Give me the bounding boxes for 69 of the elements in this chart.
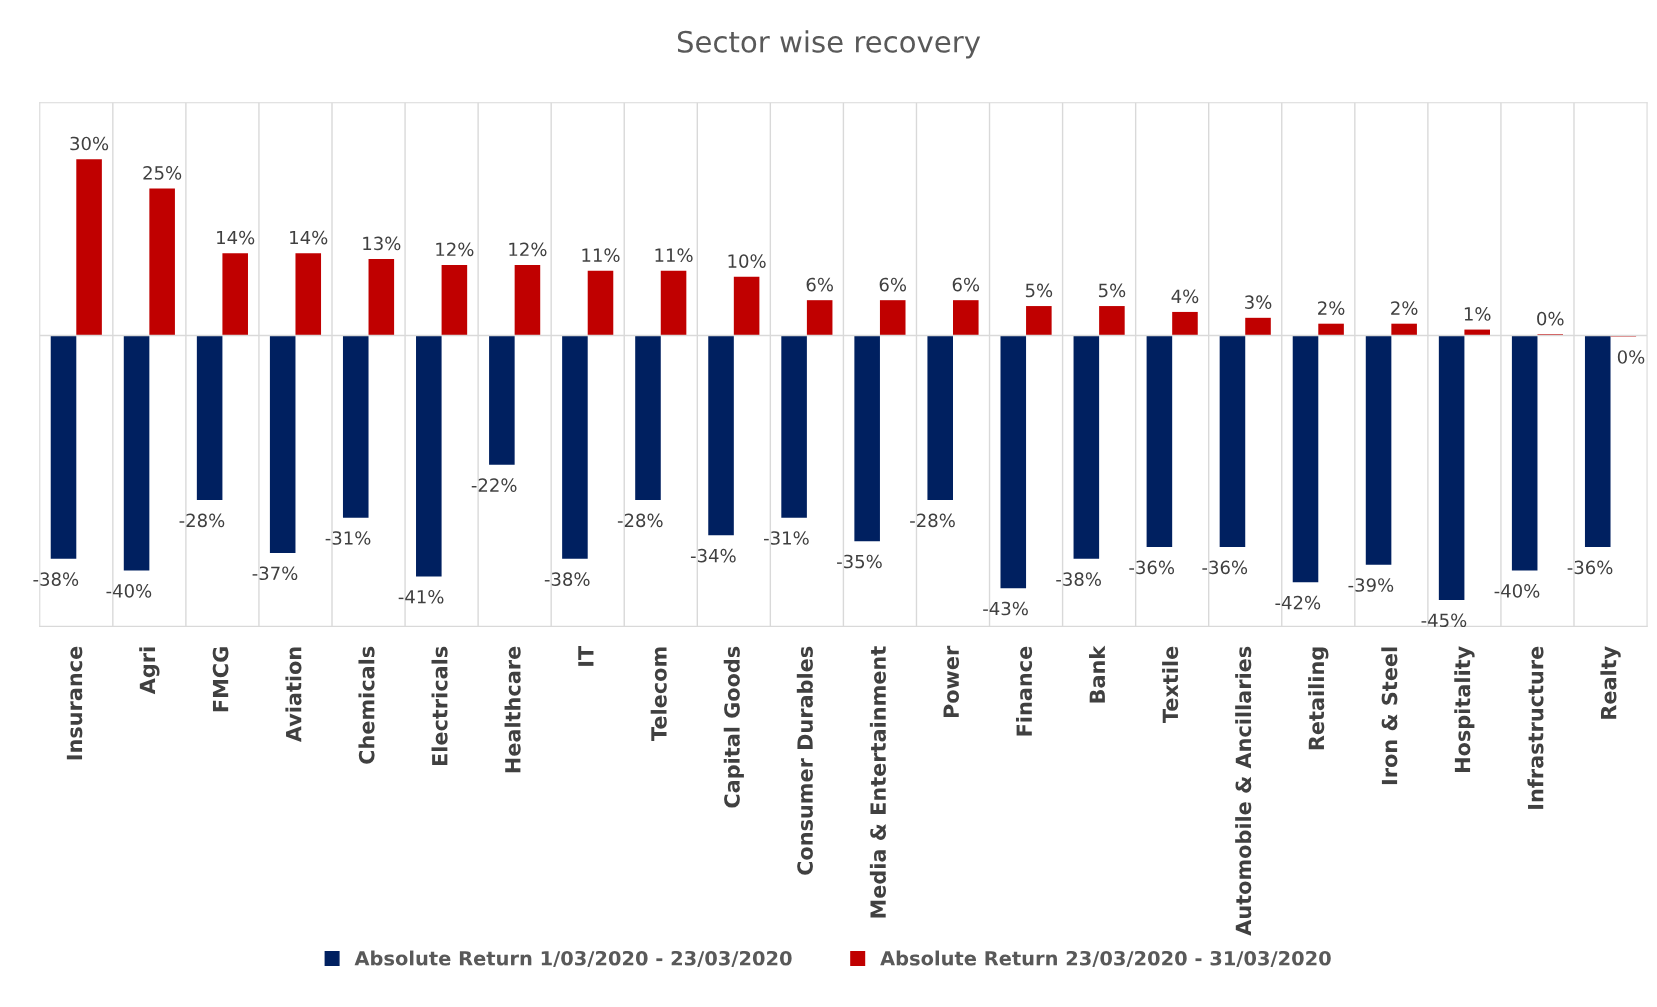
x-tick-label: Finance bbox=[1015, 646, 1033, 736]
x-tick-label: Healthcare bbox=[504, 646, 521, 773]
x-tick-label: Agri bbox=[139, 647, 160, 695]
chart-title: Sector wise recovery bbox=[677, 30, 981, 59]
data-label: -38% bbox=[544, 572, 590, 586]
x-tick-label: Retailing bbox=[1308, 647, 1329, 750]
data-label: 1% bbox=[1464, 307, 1491, 321]
data-label: 11% bbox=[582, 248, 620, 263]
x-tick-label: Chemicals bbox=[358, 646, 375, 764]
data-label: -38% bbox=[33, 572, 79, 586]
data-label: 10% bbox=[728, 254, 766, 268]
data-label: -36% bbox=[1567, 560, 1613, 575]
data-label: 2% bbox=[1318, 301, 1345, 315]
data-label: 2% bbox=[1391, 301, 1418, 315]
data-label: -42% bbox=[1275, 595, 1321, 610]
data-label: -40% bbox=[1494, 584, 1540, 598]
data-label: -22% bbox=[471, 478, 517, 492]
x-tick-label: Power bbox=[943, 645, 960, 718]
data-label: 14% bbox=[290, 230, 328, 245]
data-label: -38% bbox=[1056, 572, 1101, 586]
data-label: -28% bbox=[179, 513, 225, 528]
x-tick-label: Bank bbox=[1089, 645, 1106, 703]
x-tick-label: Hospitality bbox=[1454, 646, 1475, 772]
data-label: -34% bbox=[690, 548, 736, 563]
data-label: 12% bbox=[436, 242, 474, 257]
x-tick-label: Realty bbox=[1600, 646, 1621, 719]
data-label: -31% bbox=[763, 531, 809, 545]
x-tick-label: Electricals bbox=[431, 646, 448, 766]
x-tick-label: Iron & Steel bbox=[1381, 647, 1398, 785]
x-tick-label: Capital Goods bbox=[723, 646, 744, 808]
data-label: 0% bbox=[1537, 311, 1564, 326]
data-label: 13% bbox=[363, 236, 401, 251]
data-label: 12% bbox=[509, 242, 547, 257]
data-label: 0% bbox=[1617, 350, 1645, 364]
data-label: -36% bbox=[1129, 560, 1175, 575]
data-label: 4% bbox=[1171, 289, 1199, 304]
data-label: 5% bbox=[1025, 283, 1053, 298]
x-tick-label: Aviation bbox=[285, 647, 302, 743]
data-label: 6% bbox=[879, 277, 907, 292]
data-label: -41% bbox=[398, 589, 444, 604]
x-tick-label: Textile bbox=[1162, 646, 1179, 724]
data-label: -39% bbox=[1348, 578, 1394, 592]
data-label: -37% bbox=[252, 566, 298, 581]
x-tick-label: FMCG bbox=[212, 647, 229, 712]
data-label: 3% bbox=[1245, 295, 1272, 310]
data-label: 6% bbox=[806, 277, 833, 292]
data-label: -36% bbox=[1202, 560, 1248, 575]
data-label: 6% bbox=[952, 277, 980, 292]
data-label: -40% bbox=[106, 584, 152, 598]
legend-label: Absolute Return 23/03/2020 - 31/03/2020 bbox=[880, 950, 1331, 968]
data-label: -45% bbox=[1421, 613, 1467, 628]
data-label: -31% bbox=[325, 531, 371, 545]
data-label: 25% bbox=[143, 166, 182, 180]
data-label: 14% bbox=[217, 230, 255, 245]
data-label: 30% bbox=[70, 136, 109, 151]
x-tick-label: Automobile & Ancillaries bbox=[1235, 646, 1252, 936]
data-label: 11% bbox=[655, 248, 693, 263]
data-label: -43% bbox=[983, 601, 1028, 616]
x-tick-label: IT bbox=[578, 645, 594, 666]
x-tick-label: Telecom bbox=[650, 647, 667, 741]
x-tick-label: Infrastructure bbox=[1527, 646, 1544, 809]
x-tick-label: Media & Entertainment bbox=[869, 646, 886, 918]
x-tick-label: Consumer Durables bbox=[796, 646, 813, 875]
data-label: -28% bbox=[910, 513, 955, 528]
data-label: -28% bbox=[617, 513, 663, 528]
legend-label: Absolute Return 1/03/2020 - 23/03/2020 bbox=[354, 950, 792, 968]
data-label: 5% bbox=[1098, 283, 1126, 298]
data-label: -35% bbox=[837, 554, 882, 569]
x-tick-label: Insurance bbox=[66, 646, 83, 760]
